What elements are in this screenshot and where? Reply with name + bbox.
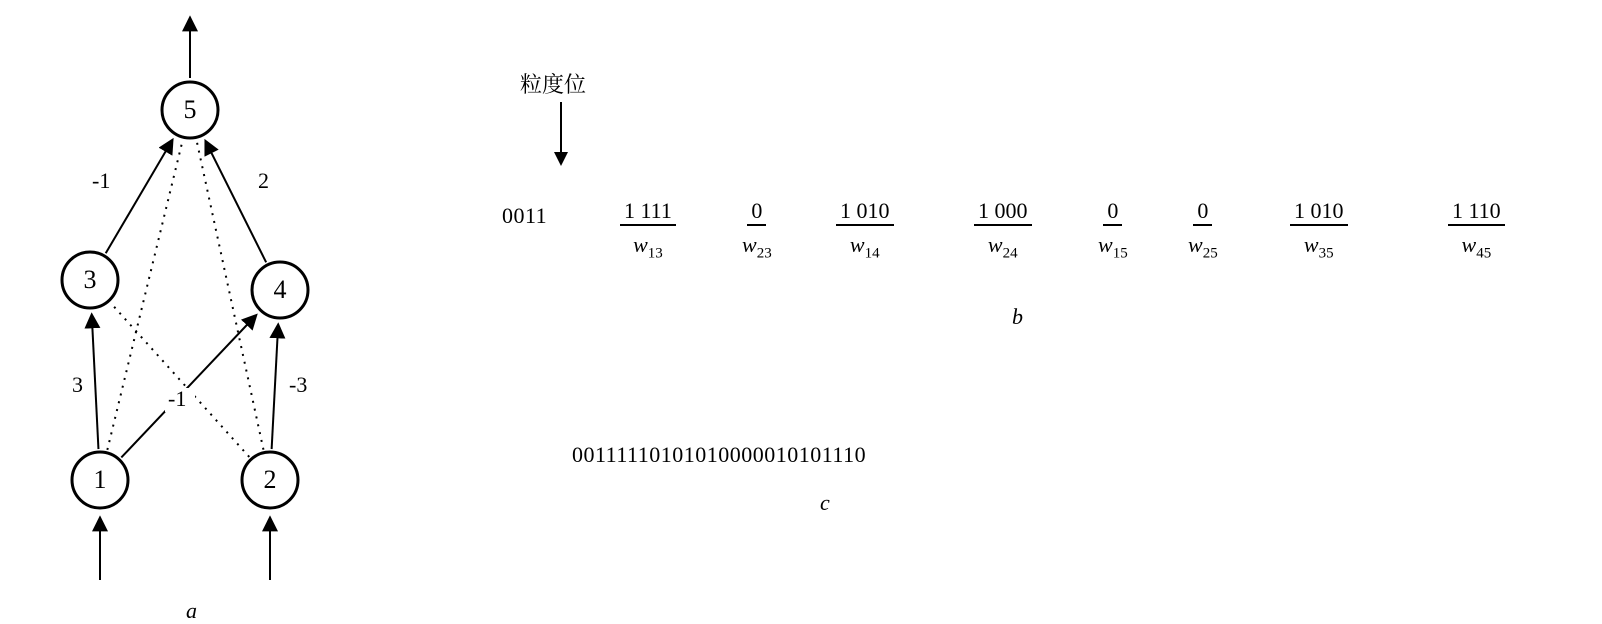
diagram-page: { "graph": { "viewBox": "0 0 330 610", "… [0,0,1602,617]
node-label-n4: 4 [274,275,287,304]
weight-block-w25: 0w25 [1188,198,1218,262]
weight-subscript-w45: w45 [1448,232,1505,262]
granularity-header-text: 粒度位 [520,68,586,99]
node-label-n3: 3 [84,265,97,294]
edge-e35 [106,140,173,253]
weight-subscript-w13: w13 [620,232,676,262]
node-label-n2: 2 [264,465,277,494]
weight-subscript-w25: w25 [1188,232,1218,262]
weight-subscript-w23: w23 [742,232,772,262]
edge-label-e13: 3 [72,372,83,397]
weight-subscript-w24: w24 [974,232,1032,262]
edge-label-e35: -1 [92,168,110,193]
node-label-n1: 1 [94,465,107,494]
edge-label-e45: 2 [258,168,269,193]
edge-e45 [206,141,266,262]
down-arrow-icon [552,100,570,175]
weight-bits-w23: 0 [747,198,766,226]
edge-e13 [92,315,99,449]
granularity-bits: 0011 [502,203,547,229]
weight-block-w45: 1 110 w45 [1448,198,1505,262]
weight-bits-w45: 1 110 [1448,198,1505,226]
edge-e24 [272,325,279,449]
node-label-n5: 5 [184,95,197,124]
weight-block-w35: 1 010 w35 [1290,198,1348,262]
edge-label-e14: -1 [168,386,186,411]
weight-bits-w24: 1 000 [974,198,1032,226]
weight-block-w14: 1 010 w14 [836,198,894,262]
graph-panel: 12345 3-1-3-12 a [20,0,350,615]
weight-subscript-w35: w35 [1290,232,1348,262]
weight-subscript-w15: w15 [1098,232,1128,262]
dotted-edge-e23 [111,303,250,457]
weight-bits-w15: 0 [1103,198,1122,226]
weight-block-w24: 1 000 w24 [974,198,1032,262]
bitstring-value: 00111110101010000010101110 [572,442,866,468]
weight-bits-w35: 1 010 [1290,198,1348,226]
weight-block-w23: 0w23 [742,198,772,262]
edge-label-e24: -3 [289,372,307,397]
weight-bits-w25: 0 [1193,198,1212,226]
network-graph: 1 2 3 4 5 3 -1 -3 -1 2 [20,0,350,610]
figure-label-b: b [1012,304,1023,330]
weight-bits-w13: 1 111 [620,198,676,226]
figure-label-a: a [186,598,197,624]
weight-bits-w14: 1 010 [836,198,894,226]
weight-block-w15: 0w15 [1098,198,1128,262]
weight-block-w13: 1 111 w13 [620,198,676,262]
figure-label-c: c [820,490,830,516]
weight-subscript-w14: w14 [836,232,894,262]
